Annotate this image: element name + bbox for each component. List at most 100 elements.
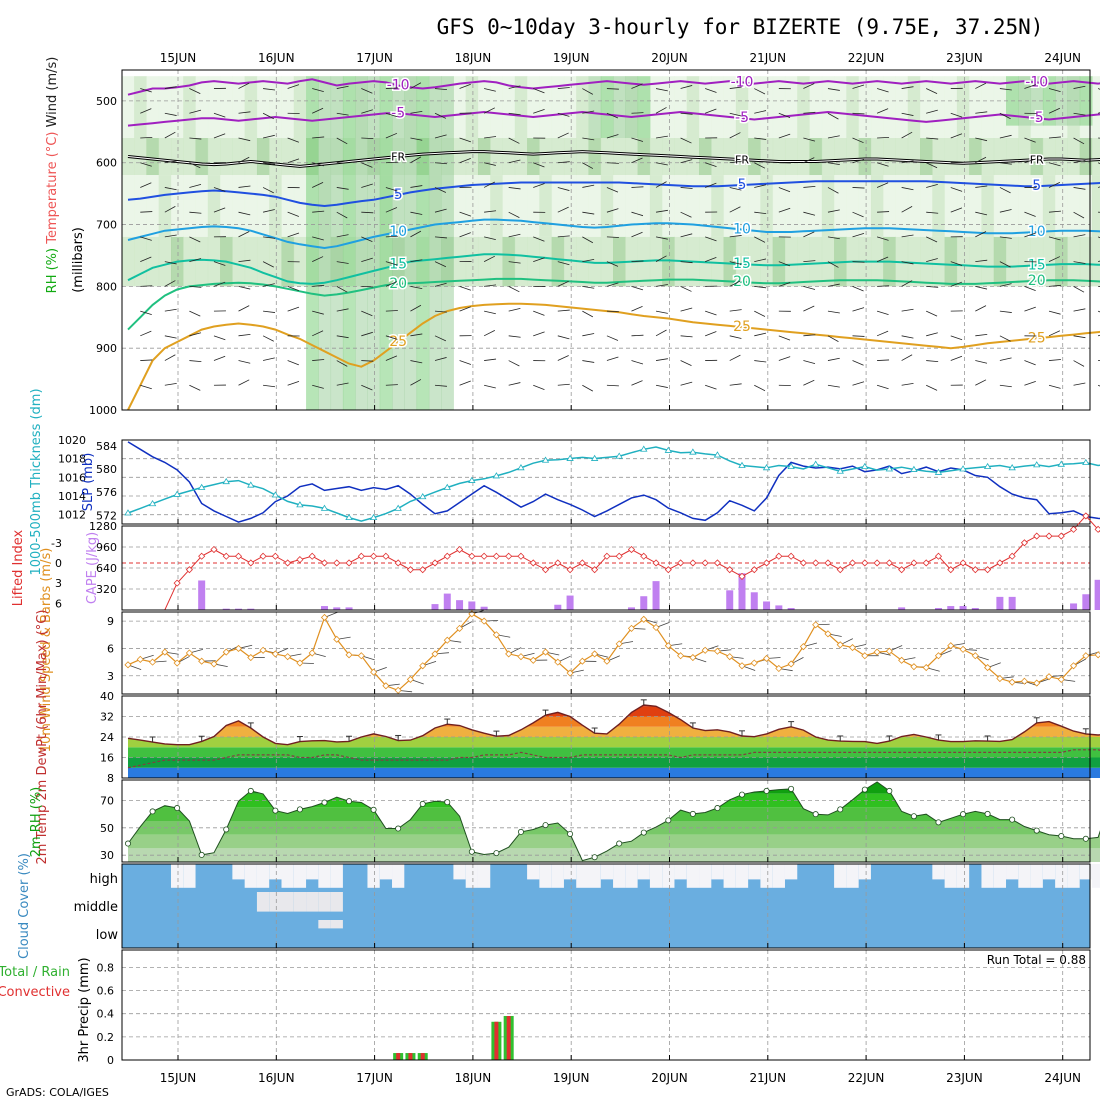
tick-label-rh: 70 [100,795,114,808]
cloud-mid-cell [256,892,270,912]
wind-barb [606,310,619,313]
wind-barb [508,187,521,190]
rh-shade-cell [883,175,896,237]
rh-shade-cell [809,138,823,176]
rh-shade-cell [625,175,639,237]
wind-barb [852,285,864,292]
wind-barb [926,384,938,391]
wind-barb [877,136,890,139]
rh-shade-cell [490,76,504,138]
wind-barb [680,307,693,312]
rh-shade-cell [699,175,712,237]
wind-barb [189,360,202,362]
wind-barb [876,88,889,93]
rh-shade-cell [956,76,970,138]
top-date-axis: 15JUN 16JUN 17JUN 18JUN 19JUN 20JUN 21JUN 22JUN… [160,51,1081,65]
cloud-high-cell [637,864,650,880]
wind-speed-marker [775,664,783,673]
series-marker [369,513,378,521]
rh-shade-cell [907,175,921,237]
cloud-high-cell [1079,864,1092,880]
li-marker [1033,532,1041,540]
rh-shade-cell [293,138,307,176]
rh-shade-cell [1055,138,1068,176]
wind-barb [729,206,741,213]
legend-convective: Convective [0,985,70,1000]
rh-shade-cell [944,76,958,138]
wind-barb [336,137,348,145]
rh-shade-cell [735,175,749,237]
rh-shade-cell [1030,236,1044,287]
rh-shade-cell [932,236,946,287]
wind-speed-marker [1020,677,1029,685]
wind-barb [434,112,447,119]
rh-shade-cell [158,138,172,176]
cloud-high-cell [477,864,491,888]
rh-marker [1009,816,1016,823]
wind-barb [557,335,570,340]
wind-barb [901,234,914,238]
rh-shade-cell [539,138,553,176]
wind-barb [876,162,889,167]
tick-label-li: 6 [55,597,62,610]
series-marker [320,504,329,511]
wind-barb [877,211,890,213]
cloud-high-cell [563,864,577,880]
series-marker [1082,458,1090,465]
wind-speed-marker [762,654,771,663]
date-label-bottom: 19JUN [553,1071,590,1085]
wind-barb [705,256,717,263]
wind-barb [655,284,668,287]
cape-bar [345,607,353,610]
rh-marker [640,829,647,836]
cloud-high-cell [748,864,761,880]
contour-label: -10 [1025,74,1048,90]
wind-barb [361,331,373,337]
wind-barb [385,384,398,386]
series-marker [394,504,402,511]
wind-barb [926,285,939,288]
cloud-high-cell [256,864,270,888]
rh-shade-cell [244,236,258,287]
wind-barb [263,236,276,239]
wind-speed-marker [738,662,746,670]
wind-barb [901,131,913,139]
rh-shade-cell [1079,76,1093,126]
wind-barb [754,332,767,337]
tick-label-right: 1020 [58,434,86,447]
wind-barb [263,88,276,91]
contour-label: 20 [1028,273,1046,289]
li-marker [726,566,734,574]
wind-barb [238,185,251,188]
wind-barb [1048,236,1061,241]
tick-label-rh: 50 [100,822,114,835]
rh-shade-cell [674,76,688,138]
wind-barb [533,310,545,316]
rh-shade-cell [907,138,921,176]
cloud-high-cell [993,864,1007,888]
wind-barb [729,383,742,386]
cloud-high-cell [944,864,957,888]
panel-frame [121,779,1091,863]
li-marker [898,566,906,574]
wind-barb [655,88,668,92]
rh-2m-panel: 30 50 70 2m RH (%) [29,779,1100,863]
li-marker [333,559,341,567]
tick-label-precip: 0.4 [97,1008,115,1021]
wind-barb [508,233,521,238]
series-marker [885,465,894,472]
wind-barb [508,261,521,264]
date-label-top: 21JUN [750,51,787,65]
wind-barb [631,157,643,164]
wind-barb [975,333,988,337]
wind-barb [336,335,349,339]
wind-barb [705,162,717,168]
rh-shade-cell [379,76,393,410]
wind-barb [680,112,693,115]
precip-convective-bar [420,1053,425,1060]
wind-speed-marker [247,653,255,662]
wind-barb [287,360,299,366]
rh-shade-cell [637,76,651,138]
wind-barb [213,281,226,287]
wind-barb [459,285,472,291]
